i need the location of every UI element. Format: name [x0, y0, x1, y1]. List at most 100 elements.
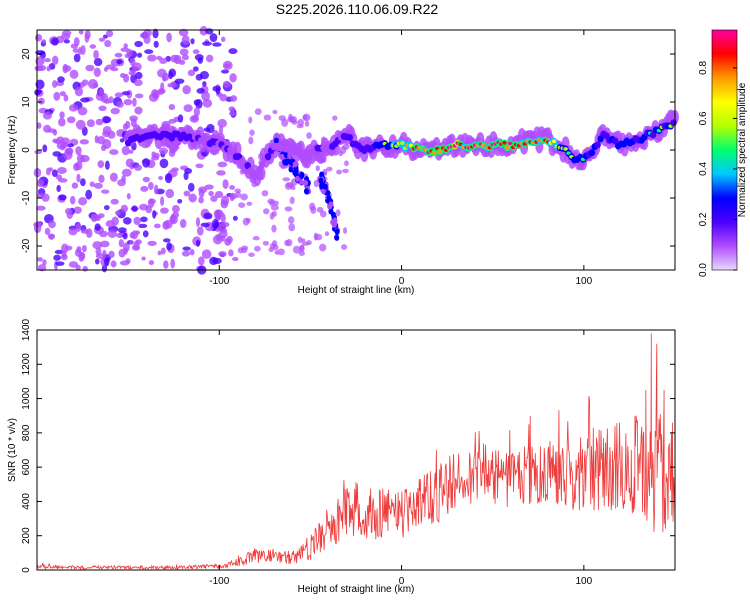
y-tick-label: 10 [21, 96, 32, 108]
heatmap-noise [73, 53, 81, 63]
heatmap-noise [201, 91, 211, 102]
heatmap-noise [248, 136, 254, 145]
heatmap-ridge [282, 140, 289, 148]
colorbar-tick-label: 0.2 [698, 212, 709, 226]
heatmap-noise [109, 172, 118, 182]
heatmap-noise [205, 28, 214, 35]
heatmap-noise [98, 105, 107, 112]
heatmap-noise [134, 164, 143, 171]
y-tick-label: 1000 [21, 387, 32, 410]
heatmap-noise [70, 43, 79, 49]
heatmap-noise [222, 179, 229, 189]
heatmap-noise [269, 200, 276, 207]
heatmap-branch [279, 153, 285, 160]
heatmap-noise [38, 97, 45, 105]
heatmap-noise [286, 182, 294, 188]
heatmap-noise [51, 169, 58, 178]
heatmap-noise [97, 160, 105, 168]
heatmap-noise [57, 76, 65, 83]
spectrogram-x-ticks: -100 0 100 [209, 30, 593, 287]
heatmap-noise [339, 146, 347, 155]
heatmap-noise [118, 239, 124, 248]
snr-xlabel: Height of straight line (km) [298, 584, 415, 595]
heatmap-noise [97, 136, 106, 145]
snr-series-line [36, 333, 676, 571]
heatmap-noise [282, 177, 291, 182]
heatmap-noise [116, 59, 123, 65]
heatmap-noise [212, 234, 223, 245]
heatmap-noise [342, 168, 349, 174]
heatmap-noise [33, 223, 42, 234]
heatmap-noise [177, 198, 183, 204]
heatmap-noise [48, 220, 56, 229]
heatmap-noise [211, 219, 220, 229]
heatmap-noise [59, 91, 66, 97]
heatmap-noise [208, 190, 214, 197]
heatmap-noise [324, 231, 330, 237]
heatmap-noise [35, 33, 43, 42]
heatmap-noise [58, 117, 66, 127]
heatmap-noise [102, 249, 107, 258]
heatmap-noise [144, 49, 154, 54]
heatmap-ridge [612, 137, 619, 145]
heatmap-branch [273, 137, 279, 144]
heatmap-ridge [264, 153, 272, 161]
heatmap-noise [301, 241, 310, 246]
heatmap-noise [34, 150, 43, 155]
heatmap-noise [284, 206, 293, 212]
heatmap-noise [136, 52, 143, 58]
heatmap-noise [116, 101, 124, 108]
heatmap-branch [298, 179, 304, 186]
heatmap-noise [73, 206, 82, 214]
heatmap-noise [77, 106, 88, 116]
heatmap-noise [52, 80, 58, 88]
heatmap-noise [218, 125, 224, 136]
heatmap-noise [341, 244, 348, 250]
heatmap-noise [75, 264, 81, 271]
heatmap-noise [158, 175, 163, 181]
heatmap-noise [166, 242, 172, 251]
heatmap-noise [35, 79, 45, 90]
heatmap-noise [66, 116, 76, 124]
heatmap-noise [203, 127, 211, 132]
y-tick-label: 800 [21, 424, 32, 441]
heatmap-noise [126, 193, 131, 200]
heatmap-ridge [346, 133, 354, 141]
heatmap-noise [114, 52, 123, 58]
heatmap-noise [121, 91, 131, 96]
heatmap-noise [310, 206, 317, 214]
heatmap-noise [102, 116, 112, 124]
heatmap-noise [181, 35, 190, 45]
heatmap-noise [87, 79, 98, 89]
heatmap-noise [160, 82, 165, 92]
heatmap-noise [217, 118, 227, 128]
heatmap-noise [62, 63, 69, 74]
heatmap-noise [52, 151, 62, 157]
heatmap-noise [44, 227, 51, 236]
heatmap-noise [215, 87, 221, 95]
heatmap-noise [232, 257, 239, 262]
heatmap-noise [288, 223, 296, 232]
heatmap-noise [68, 104, 79, 112]
heatmap-noise [163, 260, 169, 269]
spectrogram-xlabel: Height of straight line (km) [298, 285, 415, 296]
heatmap-noise [129, 231, 136, 239]
heatmap-noise [158, 147, 169, 155]
heatmap-branch [325, 189, 331, 196]
colorbar-tick-label: 0.6 [698, 111, 709, 125]
heatmap-noise [123, 98, 133, 106]
heatmap-noise [63, 39, 70, 44]
heatmap-noise [122, 242, 130, 252]
heatmap-noise [199, 71, 210, 80]
heatmap-noise [193, 99, 200, 106]
heatmap-noise [212, 42, 222, 47]
heatmap-noise [209, 33, 218, 43]
heatmap-noise [61, 243, 69, 254]
heatmap-noise [66, 210, 73, 220]
heatmap-noise [153, 40, 159, 48]
heatmap-noise [72, 48, 79, 53]
heatmap-noise [261, 190, 269, 197]
heatmap-noise [37, 257, 43, 262]
heatmap-ridge [311, 150, 319, 158]
heatmap-noise [188, 193, 197, 203]
